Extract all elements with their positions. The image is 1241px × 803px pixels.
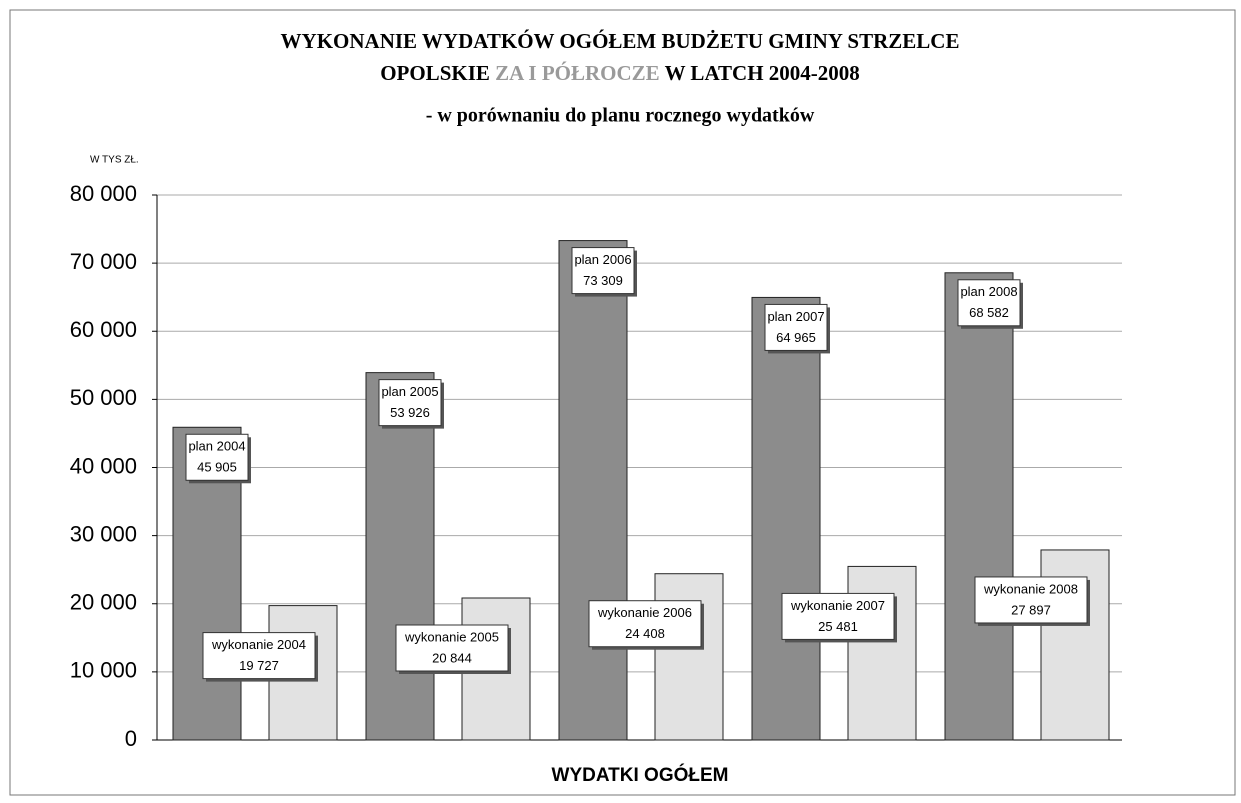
label-box xyxy=(571,247,635,295)
y-tick-label: 20 000 xyxy=(70,590,137,615)
data-label: 64 965 xyxy=(776,330,816,345)
y-tick-label: 60 000 xyxy=(70,317,137,342)
label-box xyxy=(957,279,1021,327)
y-tick-label: 30 000 xyxy=(70,521,137,546)
label-box xyxy=(185,433,249,481)
chart-subtitle: - w porównaniu do planu rocznego wydatkó… xyxy=(426,105,815,127)
data-label: 25 481 xyxy=(818,619,858,634)
label-box xyxy=(764,303,828,351)
y-tick-label: 40 000 xyxy=(70,453,137,478)
data-label: 45 905 xyxy=(197,460,237,475)
bar xyxy=(558,240,628,741)
unit-label: W TYS ZŁ. xyxy=(90,155,139,166)
data-label: plan 2006 xyxy=(574,252,631,267)
y-tick-label: 50 000 xyxy=(70,385,137,410)
title-part: ZA I PÓŁROCZE xyxy=(495,61,660,85)
label-box xyxy=(202,632,316,680)
data-label: 24 408 xyxy=(625,626,665,641)
chart-title: OPOLSKIE ZA I PÓŁROCZE W LATCH 2004-2008 xyxy=(380,61,860,85)
data-label: plan 2008 xyxy=(960,284,1017,299)
y-tick-label: 80 000 xyxy=(70,181,137,206)
frame xyxy=(9,9,1236,796)
data-label: wykonanie 2008 xyxy=(983,581,1078,596)
label-box xyxy=(781,592,895,640)
data-label: 68 582 xyxy=(969,305,1009,320)
title-part: W LATCH 2004-2008 xyxy=(665,61,860,85)
label-box xyxy=(974,576,1088,624)
bar xyxy=(847,565,917,741)
label-box xyxy=(378,379,442,427)
chart-title: WYKONANIE WYDATKÓW OGÓŁEM BUDŻETU GMINY … xyxy=(281,29,960,53)
data-label: plan 2007 xyxy=(767,309,824,324)
label-box xyxy=(395,624,509,672)
bar xyxy=(944,272,1014,741)
data-label: wykonanie 2005 xyxy=(404,629,499,644)
data-label: 53 926 xyxy=(390,405,430,420)
data-label: wykonanie 2006 xyxy=(597,605,692,620)
label-box xyxy=(588,600,702,648)
data-label: 73 309 xyxy=(583,273,623,288)
data-label: 20 844 xyxy=(432,650,472,665)
data-label: 27 897 xyxy=(1011,602,1051,617)
data-label: plan 2004 xyxy=(188,439,245,454)
data-label: 19 727 xyxy=(239,658,279,673)
bar xyxy=(751,296,821,741)
y-tick-label: 10 000 xyxy=(70,658,137,683)
y-tick-label: 0 xyxy=(125,726,137,751)
bar xyxy=(365,372,435,741)
title-part: OPOLSKIE xyxy=(380,61,490,85)
y-tick-label: 70 000 xyxy=(70,249,137,274)
data-label: plan 2005 xyxy=(381,384,438,399)
data-label: wykonanie 2007 xyxy=(790,598,885,613)
x-axis-label: WYDATKI OGÓŁEM xyxy=(552,764,729,786)
data-label: wykonanie 2004 xyxy=(211,637,306,652)
bar xyxy=(654,573,724,741)
